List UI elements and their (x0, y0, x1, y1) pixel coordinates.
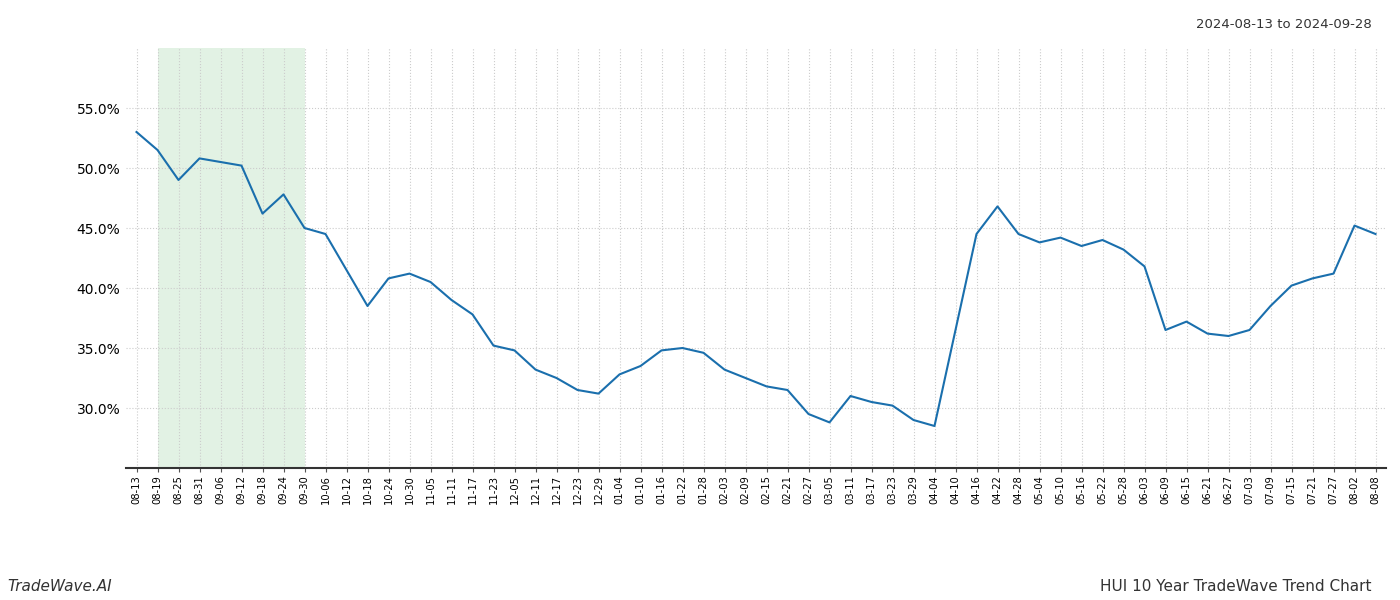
Bar (157, 48, 305, 468)
Text: TradeWave.AI: TradeWave.AI (7, 579, 112, 594)
Text: 2024-08-13 to 2024-09-28: 2024-08-13 to 2024-09-28 (1196, 18, 1372, 31)
Text: HUI 10 Year TradeWave Trend Chart: HUI 10 Year TradeWave Trend Chart (1100, 579, 1372, 594)
